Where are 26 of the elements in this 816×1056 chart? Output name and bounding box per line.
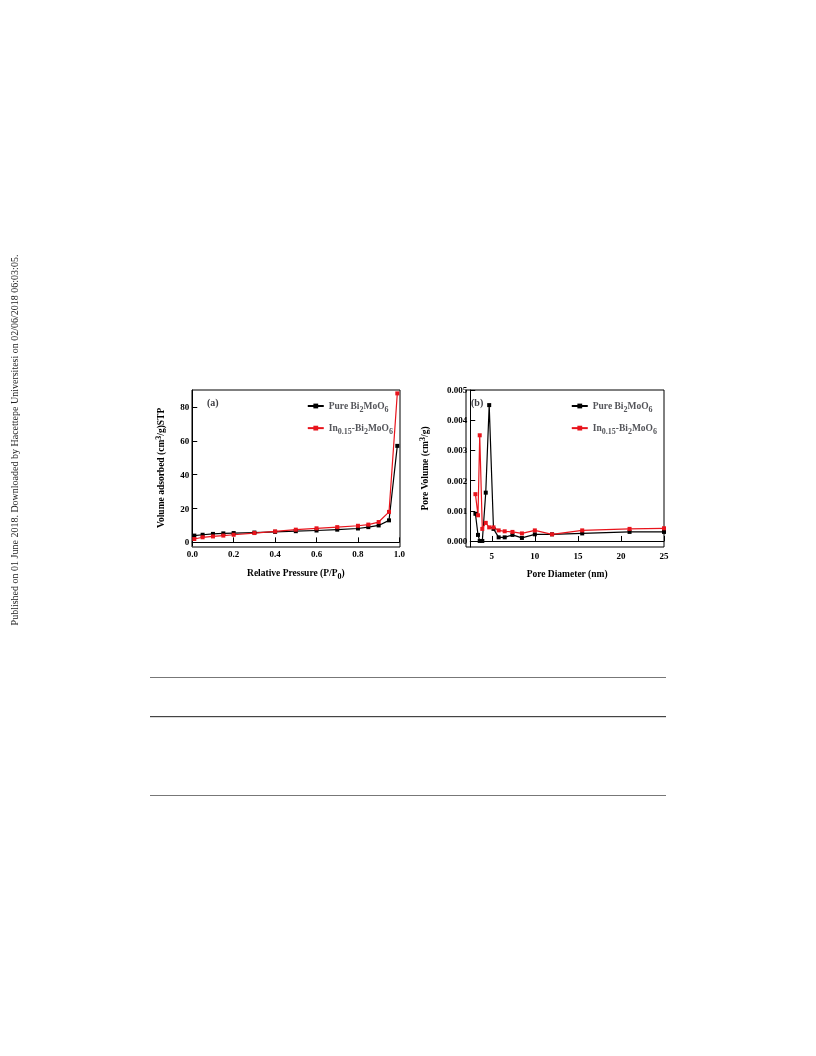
x-tick-label: 15: [573, 550, 583, 561]
x-tick-label: 1.0: [393, 549, 406, 560]
y-tick-label: 0: [184, 537, 190, 548]
text: (a): [207, 396, 219, 409]
y-tick-label: 0.002: [447, 475, 468, 486]
y-tick-label: 40: [180, 469, 190, 480]
text: Published on 01 June 2018. Downloaded by Hacettepe Universitesi on 02/06/2018 06:03:05.: [8, 254, 20, 626]
x-tick-label: 0.8: [352, 549, 365, 560]
x-tick-label: 20: [616, 550, 626, 561]
x-tick-label: 0.2: [228, 549, 240, 560]
y-tick-label: 0.003: [447, 445, 468, 456]
x-axis-title: Pore Diameter (nm): [526, 569, 608, 581]
x-tick-label: 0.6: [310, 549, 323, 560]
y-tick-label: 60: [180, 435, 190, 446]
y-tick-label: 0.001: [447, 505, 468, 516]
x-tick-label: 5: [489, 550, 495, 561]
y-tick-label: 0.004: [447, 415, 468, 426]
text: (b): [471, 396, 484, 409]
x-tick-label: 0.4: [269, 549, 282, 560]
x-tick-label: 10: [530, 550, 540, 561]
y-tick-label: 80: [180, 401, 190, 412]
x-tick-label: 25: [659, 550, 669, 561]
x-tick-label: 0.0: [186, 549, 199, 560]
y-tick-label: 0.005: [447, 385, 468, 395]
y-tick-label: 20: [180, 503, 190, 514]
y-tick-label: 0.000: [447, 535, 468, 546]
